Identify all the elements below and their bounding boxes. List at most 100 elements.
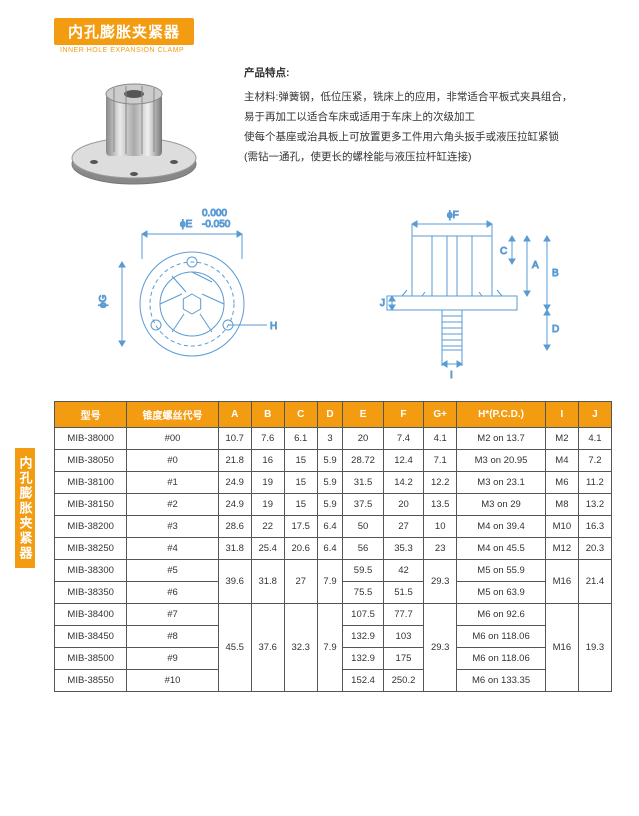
table-cell: M10 <box>545 516 578 538</box>
table-cell: M4 <box>545 450 578 472</box>
table-cell: 103 <box>383 626 423 648</box>
desc-line: 易于再加工以适合车床或适用于车床上的次级加工 <box>244 108 572 128</box>
table-cell: 6.4 <box>317 538 343 560</box>
table-cell: 7.2 <box>578 450 611 472</box>
table-cell: MIB-38200 <box>55 516 127 538</box>
th: I <box>545 402 578 428</box>
table-cell: 6.1 <box>284 428 317 450</box>
desc-line: 使每个基座或治具板上可放置更多工件用六角头扳手或液压拉缸紧锁 <box>244 128 572 148</box>
table-cell: 13.2 <box>578 494 611 516</box>
table-cell: 28.6 <box>218 516 251 538</box>
table-cell: #7 <box>127 604 218 626</box>
table-row: MIB-38200#328.62217.56.4502710M4 on 39.4… <box>55 516 612 538</box>
table-row: MIB-38150#224.919155.937.52013.5M3 on 29… <box>55 494 612 516</box>
table-row: MIB-38050#021.816155.928.7212.47.1M3 on … <box>55 450 612 472</box>
dim-label: ϕG <box>98 294 109 308</box>
table-cell: 50 <box>343 516 383 538</box>
table-cell: 175 <box>383 648 423 670</box>
table-cell: M6 on 118.06 <box>457 626 546 648</box>
table-cell: #0 <box>127 450 218 472</box>
product-image <box>54 64 214 194</box>
desc-line: 主材料:弹簧钢，低位压紧，铣床上的应用，非常适合平板式夹具组合， <box>244 88 572 108</box>
table-cell: 45.5 <box>218 604 251 692</box>
dim-label: 0.000 <box>202 208 227 219</box>
table-cell: 16 <box>251 450 284 472</box>
table-cell: M12 <box>545 538 578 560</box>
th: 型号 <box>55 402 127 428</box>
table-cell: 6.4 <box>317 516 343 538</box>
table-cell: 16.3 <box>578 516 611 538</box>
dim-label: A <box>532 260 539 271</box>
side-tab: 内孔膨胀夹紧器 <box>15 448 35 568</box>
table-cell: 21.4 <box>578 560 611 604</box>
table-cell: 11.2 <box>578 472 611 494</box>
table-cell: 12.4 <box>383 450 423 472</box>
table-cell: 21.8 <box>218 450 251 472</box>
table-cell: 35.3 <box>383 538 423 560</box>
table-cell: 42 <box>383 560 423 582</box>
table-cell: 7.1 <box>424 450 457 472</box>
table-cell: #10 <box>127 670 218 692</box>
table-cell: 77.7 <box>383 604 423 626</box>
title-cn: 内孔膨胀夹紧器 <box>54 18 194 45</box>
table-cell: M6 on 118.06 <box>457 648 546 670</box>
table-cell: M5 on 55.9 <box>457 560 546 582</box>
table-cell: 15 <box>284 494 317 516</box>
table-cell: 24.9 <box>218 472 251 494</box>
spec-table: 型号 锥度螺丝代号 A B C D E F G+ H*(P.C.D.) I J … <box>54 401 612 692</box>
table-cell: 7.6 <box>251 428 284 450</box>
table-cell: 13.5 <box>424 494 457 516</box>
table-cell: M6 <box>545 472 578 494</box>
table-cell: 25.4 <box>251 538 284 560</box>
table-row: MIB-38100#124.919155.931.514.212.2M3 on … <box>55 472 612 494</box>
table-cell: 5.9 <box>317 450 343 472</box>
table-cell: M4 on 39.4 <box>457 516 546 538</box>
table-cell: MIB-38150 <box>55 494 127 516</box>
table-header-row: 型号 锥度螺丝代号 A B C D E F G+ H*(P.C.D.) I J <box>55 402 612 428</box>
table-cell: 17.5 <box>284 516 317 538</box>
table-cell: 12.2 <box>424 472 457 494</box>
title-banner: 内孔膨胀夹紧器 INNER HOLE EXPANSION CLAMP <box>54 18 204 54</box>
table-cell: M16 <box>545 604 578 692</box>
table-cell: MIB-38250 <box>55 538 127 560</box>
dim-label: J <box>380 298 385 309</box>
dim-label: H <box>270 321 277 332</box>
table-cell: #5 <box>127 560 218 582</box>
table-cell: M3 on 20.95 <box>457 450 546 472</box>
table-cell: 24.9 <box>218 494 251 516</box>
dim-label: ϕF <box>447 210 459 221</box>
table-cell: MIB-38350 <box>55 582 127 604</box>
table-cell: M2 on 13.7 <box>457 428 546 450</box>
table-cell: M3 on 29 <box>457 494 546 516</box>
table-cell: 15 <box>284 450 317 472</box>
dim-label: ϕE <box>180 219 193 230</box>
table-cell: #3 <box>127 516 218 538</box>
table-cell: 7.4 <box>383 428 423 450</box>
table-cell: 15 <box>284 472 317 494</box>
table-row: MIB-38300#539.631.8277.959.54229.3M5 on … <box>55 560 612 582</box>
table-cell: 250.2 <box>383 670 423 692</box>
table-cell: 31.8 <box>218 538 251 560</box>
table-cell: 7.9 <box>317 560 343 604</box>
table-cell: 152.4 <box>343 670 383 692</box>
table-cell: 31.8 <box>251 560 284 604</box>
th: E <box>343 402 383 428</box>
table-cell: 4.1 <box>578 428 611 450</box>
table-cell: #4 <box>127 538 218 560</box>
diagram-side-view: ϕF <box>352 204 562 387</box>
table-cell: M5 on 63.9 <box>457 582 546 604</box>
table-cell: 132.9 <box>343 626 383 648</box>
table-row: MIB-38000#0010.77.66.13207.44.1M2 on 13.… <box>55 428 612 450</box>
table-cell: 31.5 <box>343 472 383 494</box>
th: D <box>317 402 343 428</box>
dim-label: D <box>552 324 559 335</box>
table-cell: 19.3 <box>578 604 611 692</box>
table-cell: #9 <box>127 648 218 670</box>
table-cell: 32.3 <box>284 604 317 692</box>
table-cell: 107.5 <box>343 604 383 626</box>
diagram-top-view: 0.000 -0.050 ϕE <box>92 204 292 387</box>
table-cell: #8 <box>127 626 218 648</box>
table-cell: 75.5 <box>343 582 383 604</box>
table-cell: 132.9 <box>343 648 383 670</box>
top-section: 产品特点: 主材料:弹簧钢，低位压紧，铣床上的应用，非常适合平板式夹具组合， 易… <box>54 64 599 194</box>
